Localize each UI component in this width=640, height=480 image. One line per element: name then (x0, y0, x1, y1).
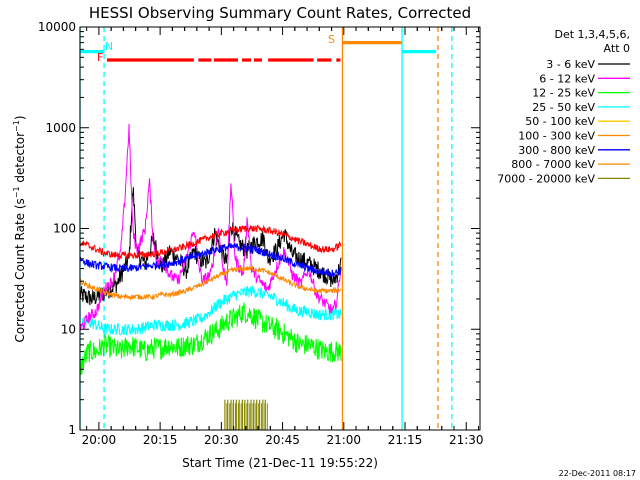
series-line (79, 242, 342, 278)
legend-label: 800 - 7000 keV (511, 158, 595, 171)
y-axis-label-part: Corrected Count Rate (s (13, 198, 27, 342)
axes-ticks: 1 10 100 1000 10000 20:00 20:15 20:30 20:45 21:00… (38, 20, 484, 447)
x-tick-label: 21:15 (388, 433, 423, 447)
legend-label: 25 - 50 keV (532, 101, 595, 114)
x-tick-label: 20:45 (265, 433, 300, 447)
series-lines (79, 123, 342, 430)
series-line (79, 285, 342, 336)
legend-label: 6 - 12 keV (539, 72, 595, 85)
y-tick-label: 100 (53, 222, 76, 236)
series-line (79, 302, 342, 376)
legend-header-line: Det 1,3,4,5,6, (554, 28, 630, 41)
legend-label: 300 - 800 keV (518, 144, 595, 157)
y-tick-label: 1000 (45, 121, 76, 135)
series-line (79, 265, 342, 302)
x-tick-label: 20:00 (82, 433, 117, 447)
y-tick-label: 10 (61, 322, 76, 336)
x-tick-label: 20:30 (204, 433, 239, 447)
legend-label: 100 - 300 keV (518, 130, 595, 143)
footer-timestamp: 22-Dec-2011 08:17 (559, 469, 636, 478)
y-axis-label-part: detector (13, 132, 27, 187)
flag-letter: F (97, 51, 103, 64)
x-tick-label: 21:30 (449, 433, 484, 447)
legend-label: 12 - 25 keV (532, 87, 595, 100)
x-tick-label: 20:15 (143, 433, 178, 447)
flag-letter: S (328, 33, 335, 46)
y-axis-label-part: ) (13, 115, 27, 120)
flag-letter: N (105, 40, 113, 53)
y-axis-label-exponent: −1 (12, 120, 21, 132)
y-axis-label-exponent: −1 (12, 186, 21, 198)
flag-labels: NF S (97, 33, 335, 64)
legend-label: 50 - 100 keV (525, 115, 595, 128)
y-tick-label: 10000 (38, 20, 76, 34)
x-tick-label: 21:00 (326, 433, 361, 447)
series-line (79, 123, 342, 332)
observing-flag-bars (80, 41, 436, 62)
y-tick-label: 1 (68, 423, 76, 437)
legend-label: 3 - 6 keV (546, 58, 595, 71)
legend-label: 7000 - 20000 keV (497, 172, 595, 185)
chart-title: HESSI Observing Summary Count Rates, Cor… (89, 4, 471, 22)
series-line (79, 224, 342, 260)
legend-header-line: Att 0 (604, 42, 630, 55)
x-axis-label: Start Time (21-Dec-11 19:55:22) (182, 456, 378, 470)
y-axis-label: Corrected Count Rate (s−1 detector−1) (12, 115, 27, 342)
